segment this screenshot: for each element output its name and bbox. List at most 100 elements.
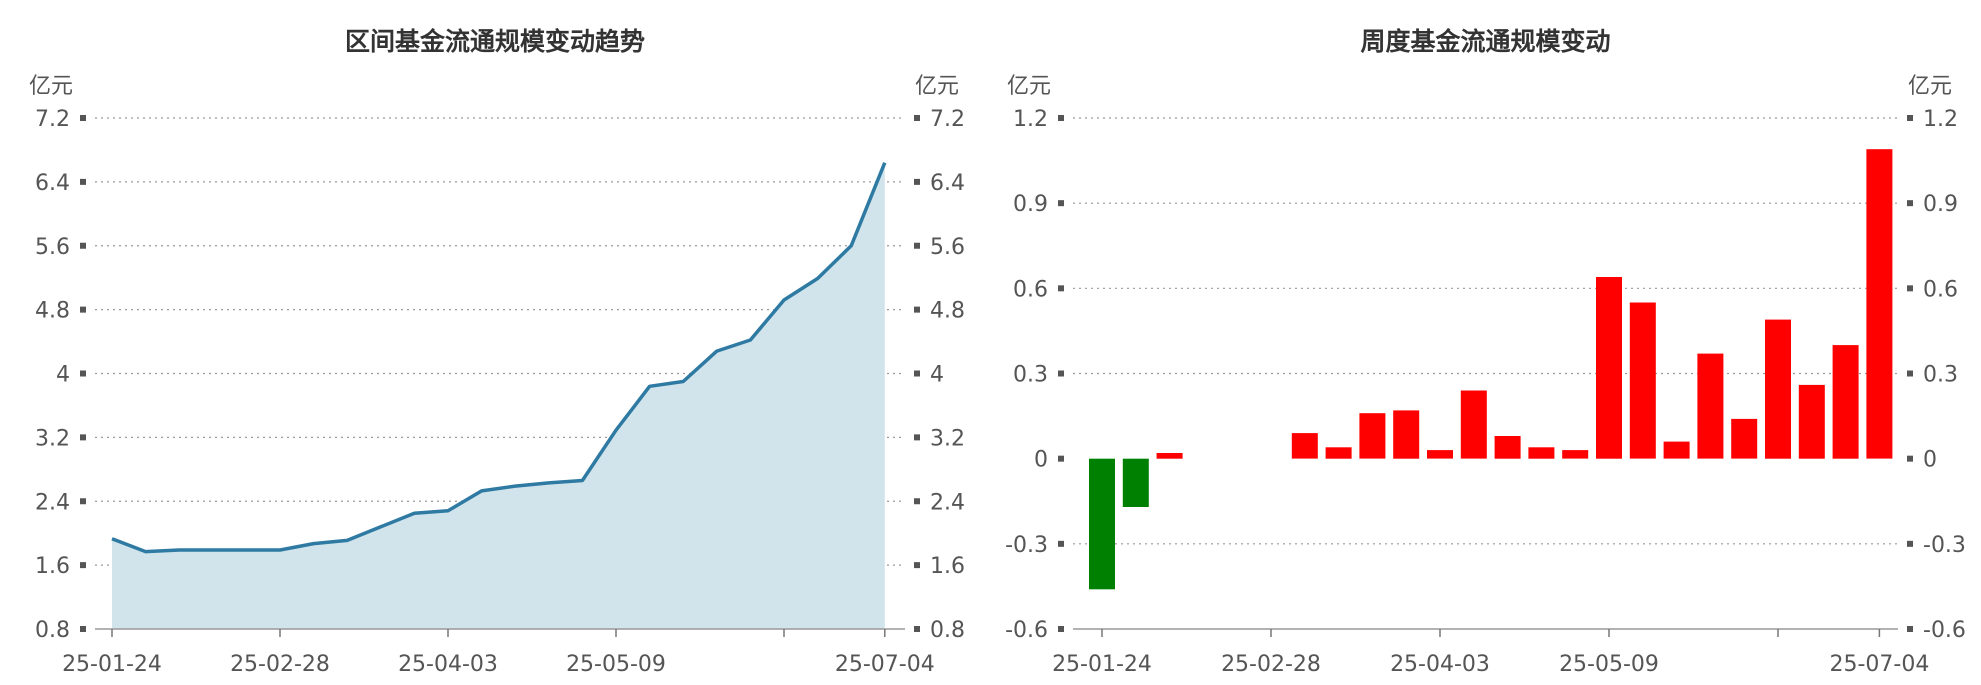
bar <box>1630 303 1656 459</box>
y-tick-label-right: 2.4 <box>930 490 965 515</box>
y-tick-label-right: 0.3 <box>1923 363 1958 388</box>
y-axis-unit-left: 亿元 <box>1007 74 1051 99</box>
y-tick-label-left: -0.3 <box>1005 533 1048 558</box>
bar <box>1359 413 1385 458</box>
y-tick-label-right: -0.6 <box>1923 618 1966 643</box>
weekly-change-chart: 周度基金流通规模变动 -0.6 -0.6 -0.3 -0.3 0 0 0.3 0.3 0.6 0.… <box>990 0 1981 685</box>
bar <box>1833 345 1859 459</box>
x-tick-label: 25-04-03 <box>1390 652 1490 677</box>
y-tick-mark-left <box>1058 115 1064 121</box>
y-tick-label-left: 1.2 <box>1013 107 1048 132</box>
y-tick-mark-right <box>914 626 920 632</box>
y-tick-mark-left <box>1058 285 1064 291</box>
y-tick-mark-right <box>914 243 920 249</box>
bar <box>1731 419 1757 459</box>
y-tick-mark-right <box>1907 456 1913 462</box>
y-tick-mark-right <box>1907 541 1913 547</box>
y-tick-mark-right <box>1907 285 1913 291</box>
y-tick-label-right: -0.3 <box>1923 533 1966 558</box>
x-tick-label: 25-01-24 <box>1052 652 1152 677</box>
y-tick-label-left: 0.8 <box>35 618 70 643</box>
y-tick-label-right: 0.6 <box>1923 277 1958 302</box>
y-tick-label-left: 2.4 <box>35 490 70 515</box>
y-tick-mark-right <box>914 562 920 568</box>
y-tick-label-left: 4.8 <box>35 299 70 324</box>
bar <box>1292 433 1318 459</box>
bar <box>1799 385 1825 459</box>
y-tick-mark-left <box>80 243 86 249</box>
y-tick-mark-right <box>1907 115 1913 121</box>
area-chart-svg: 0.8 0.8 1.6 1.6 2.4 2.4 3.2 3.2 4 4 4.8 4.8 5.6 5.6 6.… <box>0 0 990 685</box>
y-tick-mark-right <box>1907 626 1913 632</box>
y-tick-label-right: 7.2 <box>930 107 965 132</box>
x-tick-label: 25-02-28 <box>1221 652 1321 677</box>
y-tick-mark-left <box>80 179 86 185</box>
y-tick-mark-right <box>914 371 920 377</box>
bar <box>1326 447 1352 458</box>
bar <box>1562 450 1588 459</box>
x-tick-label: 25-05-09 <box>566 652 666 677</box>
y-tick-label-left: 0.6 <box>1013 277 1048 302</box>
y-tick-mark-left <box>80 115 86 121</box>
bar <box>1393 410 1419 458</box>
y-tick-label-right: 5.6 <box>930 235 965 260</box>
y-tick-label-left: 0 <box>1034 448 1048 473</box>
bar <box>1697 354 1723 459</box>
bar <box>1596 277 1622 459</box>
y-tick-mark-left <box>1058 200 1064 206</box>
y-tick-mark-left <box>80 498 86 504</box>
bar <box>1157 453 1183 459</box>
y-tick-mark-right <box>914 498 920 504</box>
y-tick-label-left: 1.6 <box>35 554 70 579</box>
y-tick-mark-left <box>80 434 86 440</box>
y-tick-label-left: 5.6 <box>35 235 70 260</box>
y-axis-unit-right: 亿元 <box>1908 74 1952 99</box>
y-tick-label-left: 6.4 <box>35 171 70 196</box>
y-tick-mark-right <box>914 434 920 440</box>
x-tick-label: 25-01-24 <box>62 652 162 677</box>
y-tick-label-left: 0.9 <box>1013 192 1048 217</box>
y-tick-mark-right <box>914 307 920 313</box>
y-axis-unit-left: 亿元 <box>29 74 73 99</box>
y-tick-mark-left <box>1058 371 1064 377</box>
x-tick-label: 25-07-04 <box>835 652 935 677</box>
y-tick-label-left: 4 <box>56 363 70 388</box>
bar <box>1089 459 1115 590</box>
y-tick-label-left: 7.2 <box>35 107 70 132</box>
y-tick-label-right: 4 <box>930 363 944 388</box>
x-tick-label: 25-07-04 <box>1829 652 1929 677</box>
bar <box>1664 442 1690 459</box>
y-tick-mark-left <box>80 626 86 632</box>
bar <box>1461 391 1487 459</box>
x-tick-label: 25-05-09 <box>1559 652 1659 677</box>
y-tick-label-right: 6.4 <box>930 171 965 196</box>
y-tick-mark-left <box>80 371 86 377</box>
bar <box>1765 320 1791 459</box>
y-tick-mark-left <box>1058 626 1064 632</box>
y-tick-mark-left <box>80 307 86 313</box>
y-tick-label-right: 0.9 <box>1923 192 1958 217</box>
y-tick-label-left: 3.2 <box>35 426 70 451</box>
y-tick-label-right: 0.8 <box>930 618 965 643</box>
y-tick-label-left: 0.3 <box>1013 363 1048 388</box>
y-tick-mark-left <box>1058 456 1064 462</box>
y-tick-label-right: 4.8 <box>930 299 965 324</box>
y-tick-label-right: 1.2 <box>1923 107 1958 132</box>
y-tick-mark-left <box>1058 541 1064 547</box>
y-tick-label-right: 3.2 <box>930 426 965 451</box>
y-tick-mark-right <box>1907 200 1913 206</box>
y-tick-label-right: 0 <box>1923 448 1937 473</box>
bar <box>1427 450 1453 459</box>
y-axis-unit-right: 亿元 <box>915 74 959 99</box>
x-tick-label: 25-04-03 <box>398 652 498 677</box>
y-tick-mark-right <box>1907 371 1913 377</box>
bar <box>1528 447 1554 458</box>
y-tick-mark-right <box>914 115 920 121</box>
y-tick-mark-right <box>914 179 920 185</box>
bar <box>1495 436 1521 459</box>
bar-chart-svg: -0.6 -0.6-0.3 -0.30 00.3 0.30.6 0.60.9 0.91.2 1… <box>990 0 1981 685</box>
area-fill <box>112 163 885 629</box>
interval-scale-chart: 区间基金流通规模变动趋势 0.8 0.8 1.6 1.6 2.4 2.4 3.2 3.2 4 4 4… <box>0 0 990 685</box>
bar <box>1123 459 1149 507</box>
x-tick-label: 25-02-28 <box>230 652 330 677</box>
